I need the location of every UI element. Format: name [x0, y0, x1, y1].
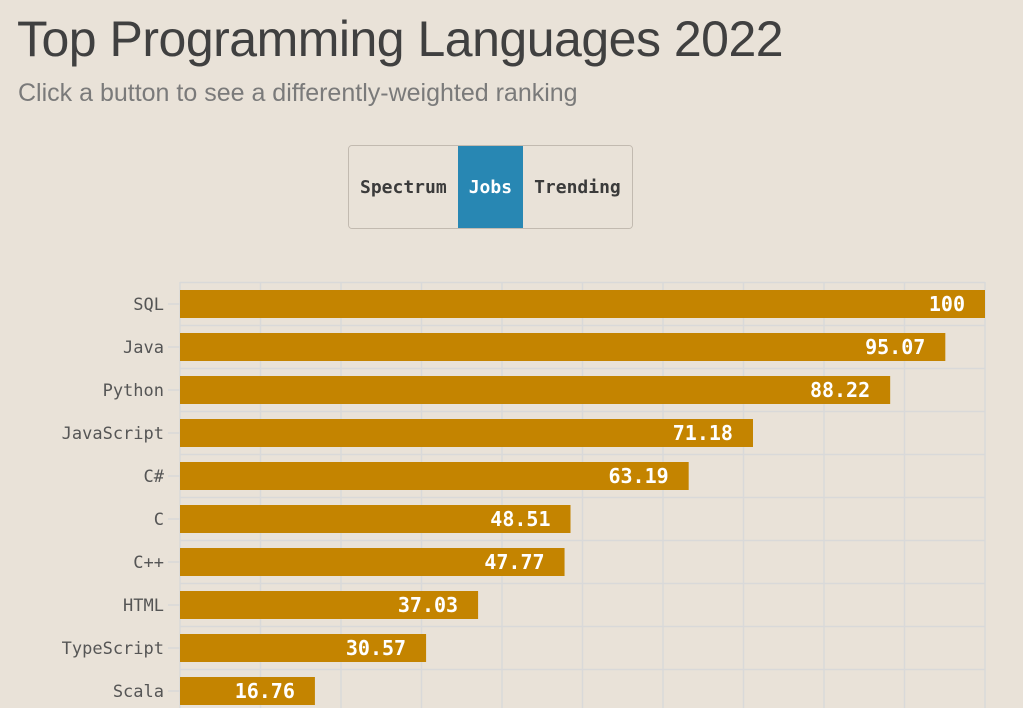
category-label: C — [154, 510, 164, 530]
category-label: HTML — [123, 596, 164, 616]
bar — [180, 333, 946, 361]
bar — [180, 462, 689, 490]
bar — [180, 505, 571, 533]
value-label: 37.03 — [398, 593, 458, 617]
value-label: 48.51 — [490, 507, 550, 531]
value-label: 71.18 — [673, 421, 733, 445]
value-label: 88.22 — [810, 378, 870, 402]
bar — [180, 376, 891, 404]
bar — [180, 677, 315, 705]
value-label: 63.19 — [608, 464, 668, 488]
value-label: 100 — [929, 292, 965, 316]
category-label: Scala — [113, 682, 164, 702]
value-label: 30.57 — [346, 636, 406, 660]
bar — [180, 634, 427, 662]
page-subtitle: Click a button to see a differently-weig… — [18, 79, 578, 107]
bar — [180, 290, 985, 318]
bar — [180, 548, 565, 576]
value-label: 95.07 — [865, 335, 925, 359]
bar — [180, 591, 479, 619]
value-label: 47.77 — [484, 550, 544, 574]
value-label: 16.76 — [235, 679, 295, 703]
category-label: TypeScript — [62, 639, 164, 659]
ranking-button-group: Spectrum Jobs Trending — [348, 145, 633, 229]
category-label: JavaScript — [62, 424, 164, 444]
category-label: C++ — [133, 553, 164, 573]
jobs-button[interactable]: Jobs — [457, 146, 524, 228]
spectrum-button[interactable]: Spectrum — [349, 146, 458, 228]
category-label: Java — [123, 338, 164, 358]
category-label: SQL — [133, 295, 164, 315]
page-title: Top Programming Languages 2022 — [17, 11, 784, 67]
category-label: Python — [103, 381, 164, 401]
trending-button[interactable]: Trending — [523, 146, 632, 228]
category-label: C# — [144, 467, 165, 487]
bar — [180, 419, 753, 447]
